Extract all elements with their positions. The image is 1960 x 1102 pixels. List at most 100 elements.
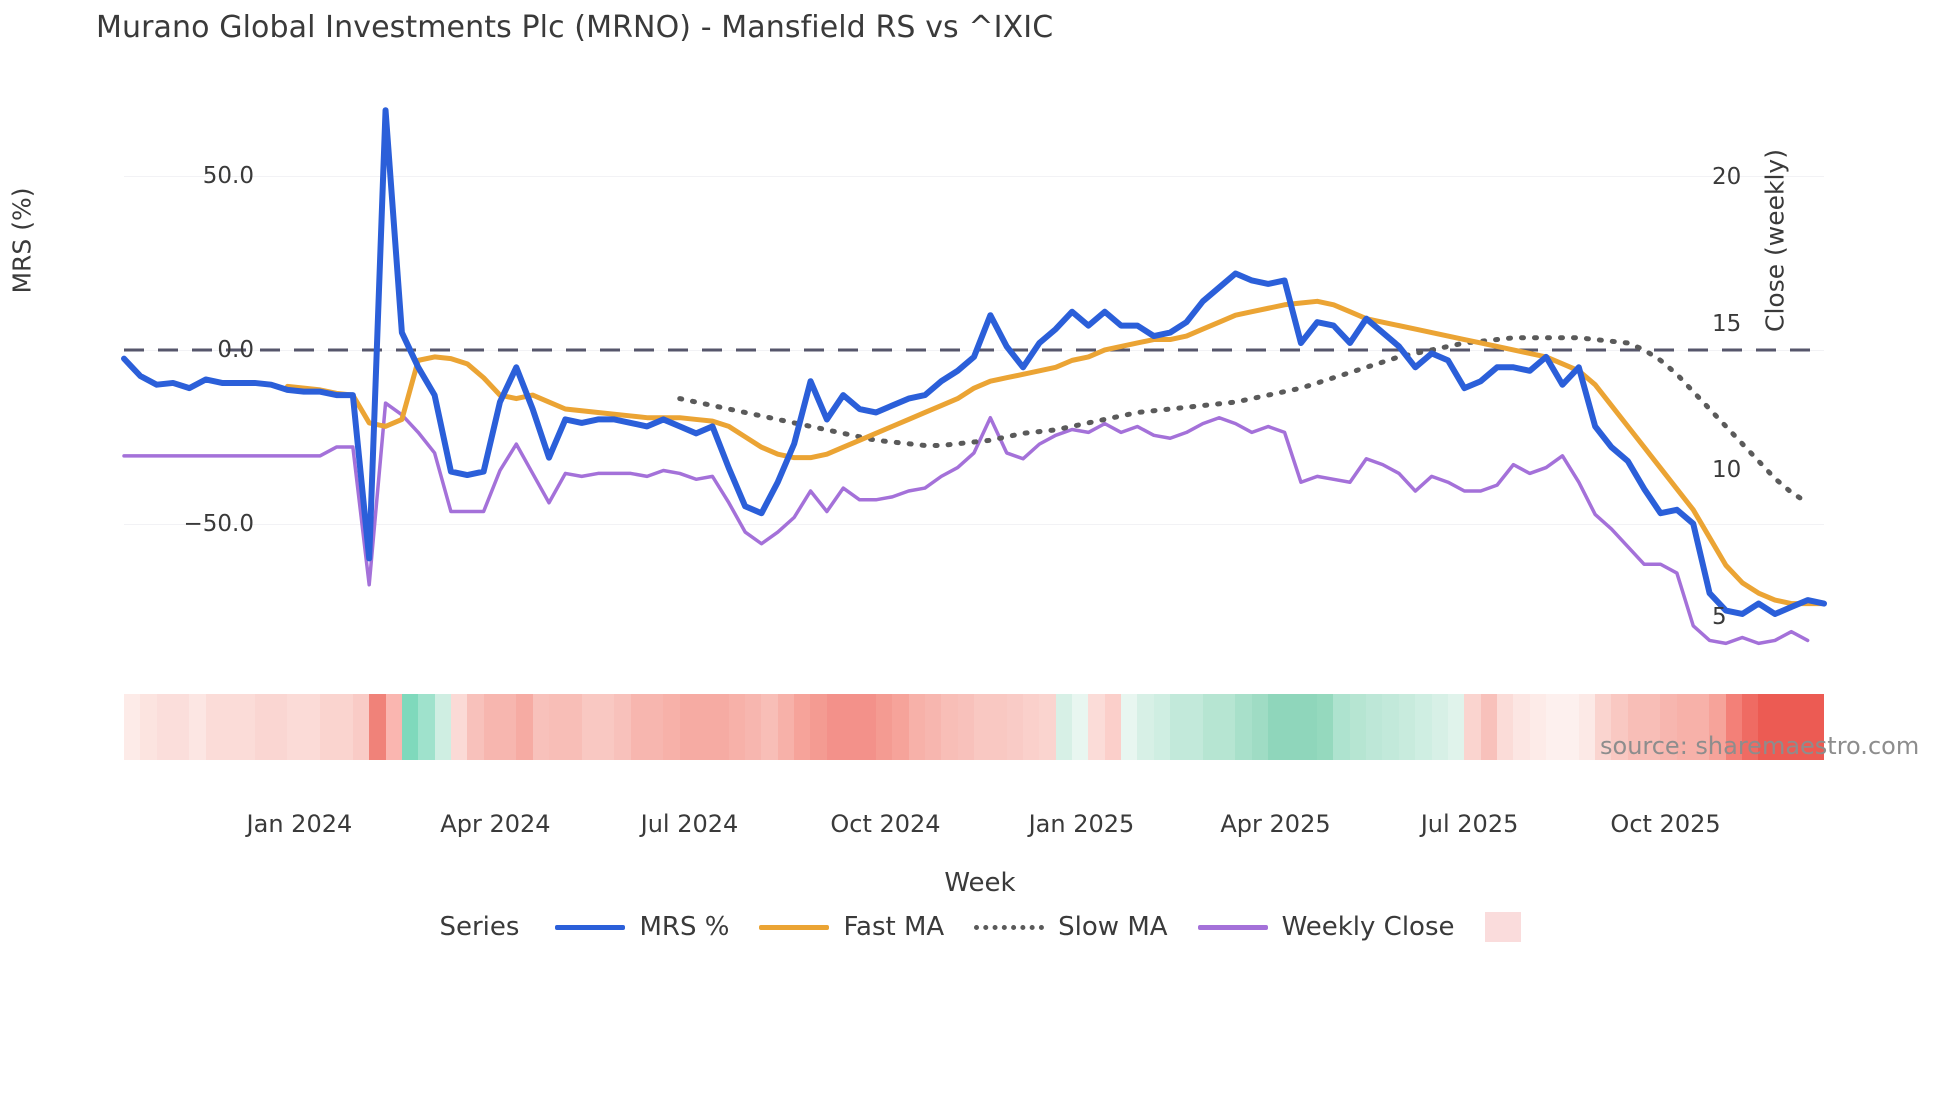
heatmap-band — [614, 694, 631, 760]
legend-label: Slow MA — [1058, 912, 1168, 942]
heatmap-band — [1251, 694, 1269, 760]
heatmap-band — [908, 694, 925, 760]
x-axis-tick-label: Oct 2024 — [830, 810, 941, 838]
heatmap-band — [336, 694, 353, 760]
heatmap-band — [238, 694, 255, 760]
legend-item-mrs[interactable]: MRS % — [555, 912, 729, 942]
legend-line-icon — [1197, 924, 1268, 930]
heatmap-band — [1513, 694, 1530, 760]
heatmap-band — [532, 694, 549, 760]
legend-item-weekly-close[interactable]: Weekly Close — [1197, 912, 1455, 942]
heatmap-band — [1006, 694, 1023, 760]
x-axis-tick-label: Apr 2025 — [1220, 810, 1331, 838]
x-axis-tick-label: Oct 2025 — [1610, 810, 1721, 838]
legend-item-heatmap[interactable] — [1484, 912, 1521, 942]
heatmap-band — [597, 694, 615, 760]
heatmap-band — [990, 694, 1007, 760]
heatmap-band — [1300, 694, 1318, 760]
heatmap-band — [1545, 694, 1563, 760]
legend-label: Weekly Close — [1281, 912, 1455, 942]
heatmap-band — [1235, 694, 1252, 760]
heatmap-band — [712, 694, 729, 760]
heatmap-band — [826, 694, 844, 760]
legend-label: Fast MA — [843, 912, 945, 942]
legend-item-slow-ma[interactable]: Slow MA — [974, 912, 1168, 942]
heatmap-band — [418, 694, 435, 760]
x-axis-tick-label: Jan 2024 — [246, 810, 353, 838]
gridline — [124, 523, 1824, 525]
heatmap-band — [254, 694, 272, 760]
heatmap-band — [1415, 694, 1432, 760]
y-axis-right-tick-label: 15 — [1712, 310, 1742, 337]
heatmap-band — [696, 694, 713, 760]
legend-dotted-line-icon — [974, 924, 1045, 930]
series-line-fast-ma — [284, 298, 1827, 607]
y-axis-right-tick-label: 20 — [1712, 164, 1742, 191]
heatmap-band — [1693, 694, 1710, 760]
heatmap-band — [548, 694, 566, 760]
chart-legend: Series MRS % Fast MA Slow MA Weekly Close — [0, 912, 1960, 942]
heatmap-band — [941, 694, 958, 760]
heatmap-band — [1676, 694, 1693, 760]
heatmap-band — [957, 694, 974, 760]
heatmap-band — [1120, 694, 1138, 760]
heatmap-band — [1186, 694, 1203, 760]
legend-line-icon — [555, 924, 626, 930]
heatmap-band — [810, 694, 827, 760]
heatmap-band — [1170, 694, 1187, 760]
y-axis-left-tick-label: 50.0 — [202, 163, 254, 190]
heatmap-band — [1104, 694, 1121, 760]
heatmap-band — [271, 694, 288, 760]
heatmap-band — [794, 694, 811, 760]
heatmap-band — [1758, 694, 1775, 760]
chart-title: Murano Global Investments Plc (MRNO) - M… — [96, 10, 1054, 45]
rs-heatmap-strip — [124, 694, 1824, 760]
legend-label: MRS % — [639, 912, 730, 942]
heatmap-band — [385, 694, 402, 760]
heatmap-band — [892, 694, 909, 760]
heatmap-band — [745, 694, 762, 760]
heatmap-band — [352, 694, 370, 760]
heatmap-band — [1333, 694, 1350, 760]
heatmap-band — [1349, 694, 1367, 760]
heatmap-band — [1431, 694, 1448, 760]
heatmap-band — [1268, 694, 1285, 760]
heatmap-band — [1709, 694, 1726, 760]
legend-title: Series — [439, 912, 520, 942]
source-watermark: source: sharemaestro.com — [1600, 732, 1920, 760]
heatmap-band — [1627, 694, 1644, 760]
heatmap-band — [173, 694, 190, 760]
heatmap-band — [369, 694, 386, 760]
heatmap-band — [1366, 694, 1383, 760]
y-axis-left-label: MRS (%) — [7, 187, 37, 294]
series-line-weekly-close — [122, 401, 1810, 646]
heatmap-band — [1088, 694, 1105, 760]
x-axis-tick-label: Jul 2024 — [640, 810, 739, 838]
heatmap-band — [1807, 694, 1824, 760]
heatmap-band — [973, 694, 991, 760]
heatmap-band — [1496, 694, 1514, 760]
heatmap-band — [581, 694, 598, 760]
heatmap-band — [1382, 694, 1399, 760]
heatmap-band — [1398, 694, 1416, 760]
heatmap-band — [189, 694, 206, 760]
heatmap-band — [401, 694, 419, 760]
heatmap-band — [205, 694, 223, 760]
heatmap-band — [1447, 694, 1465, 760]
gridline — [124, 176, 1824, 178]
heatmap-band — [156, 694, 174, 760]
heatmap-band — [434, 694, 451, 760]
heatmap-band — [222, 694, 239, 760]
heatmap-band — [777, 694, 795, 760]
heatmap-band — [1725, 694, 1743, 760]
heatmap-band — [859, 694, 876, 760]
legend-item-fast-ma[interactable]: Fast MA — [759, 912, 944, 942]
heatmap-band — [647, 694, 664, 760]
heatmap-band — [1022, 694, 1040, 760]
heatmap-band — [1284, 694, 1301, 760]
legend-heatmap-swatch-icon — [1484, 912, 1521, 942]
heatmap-band — [303, 694, 321, 760]
heatmap-band — [843, 694, 860, 760]
heatmap-band — [1055, 694, 1072, 760]
